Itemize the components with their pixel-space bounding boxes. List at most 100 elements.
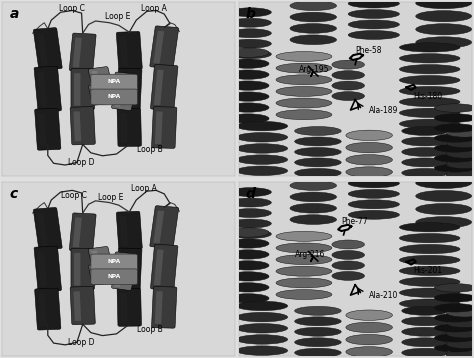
Ellipse shape [400,54,460,63]
Ellipse shape [346,130,392,141]
Text: NPA: NPA [108,79,121,84]
Ellipse shape [237,155,288,164]
Ellipse shape [402,168,448,177]
Ellipse shape [332,71,365,79]
Text: Loop D: Loop D [68,338,95,347]
Ellipse shape [402,348,448,357]
Ellipse shape [227,261,269,270]
Ellipse shape [434,314,474,322]
Ellipse shape [402,126,448,135]
FancyBboxPatch shape [33,28,62,70]
Ellipse shape [346,167,392,177]
Ellipse shape [276,290,332,300]
FancyBboxPatch shape [73,291,81,321]
Ellipse shape [237,324,288,333]
FancyBboxPatch shape [154,250,164,285]
FancyBboxPatch shape [120,113,128,143]
Ellipse shape [237,132,288,142]
Ellipse shape [229,39,271,48]
FancyBboxPatch shape [70,286,95,325]
Ellipse shape [400,86,460,96]
Ellipse shape [434,284,474,292]
FancyBboxPatch shape [116,211,142,250]
Ellipse shape [348,200,400,209]
FancyBboxPatch shape [91,269,137,285]
FancyBboxPatch shape [88,67,112,89]
Ellipse shape [332,261,365,270]
Ellipse shape [227,48,269,57]
FancyBboxPatch shape [117,248,142,290]
FancyBboxPatch shape [35,108,61,150]
Text: c: c [9,187,18,201]
FancyBboxPatch shape [155,111,163,144]
FancyBboxPatch shape [89,263,112,285]
Text: His-201: His-201 [413,266,443,275]
Ellipse shape [402,147,448,156]
Text: b: b [246,7,255,21]
Ellipse shape [276,266,332,276]
Ellipse shape [237,144,288,153]
Ellipse shape [237,301,288,311]
Ellipse shape [229,219,271,228]
Ellipse shape [227,103,269,112]
Text: Arg-216: Arg-216 [295,250,325,258]
Ellipse shape [237,166,288,175]
FancyBboxPatch shape [92,87,100,103]
Ellipse shape [348,10,400,19]
Ellipse shape [434,304,474,312]
FancyBboxPatch shape [71,68,94,110]
FancyBboxPatch shape [33,208,62,250]
Ellipse shape [400,255,460,265]
FancyBboxPatch shape [73,217,82,247]
Ellipse shape [400,119,460,129]
Text: NPA: NPA [108,94,121,99]
Ellipse shape [346,155,392,165]
Text: Phe-58: Phe-58 [355,45,382,54]
Ellipse shape [402,158,448,167]
Ellipse shape [402,338,448,347]
Ellipse shape [402,327,448,336]
Ellipse shape [276,243,332,253]
Ellipse shape [290,12,337,22]
Text: Loop B: Loop B [137,145,163,154]
Ellipse shape [290,192,337,202]
Text: Loop B: Loop B [137,325,163,334]
FancyBboxPatch shape [71,248,94,290]
Ellipse shape [290,1,337,10]
Ellipse shape [434,154,474,162]
Ellipse shape [276,87,332,96]
Ellipse shape [290,24,337,33]
FancyBboxPatch shape [38,113,46,146]
Ellipse shape [276,52,332,62]
Ellipse shape [227,294,269,303]
Ellipse shape [290,181,337,190]
FancyBboxPatch shape [116,32,142,70]
Ellipse shape [400,108,460,117]
Text: Phe-77: Phe-77 [341,217,368,226]
Text: Loop D: Loop D [68,158,95,167]
Ellipse shape [295,306,341,315]
Ellipse shape [400,233,460,243]
Text: Loop E: Loop E [98,193,123,202]
FancyBboxPatch shape [155,291,163,324]
Ellipse shape [434,334,474,342]
Ellipse shape [446,319,474,328]
Ellipse shape [348,179,400,188]
Ellipse shape [229,229,271,238]
Ellipse shape [416,177,472,189]
Text: Arg-195: Arg-195 [299,64,330,73]
Ellipse shape [400,266,460,276]
Ellipse shape [276,110,332,120]
Ellipse shape [295,158,341,167]
Ellipse shape [237,121,288,131]
Ellipse shape [348,30,400,39]
Ellipse shape [295,327,341,336]
FancyBboxPatch shape [74,73,81,106]
Text: NPA: NPA [108,258,121,263]
Ellipse shape [446,149,474,158]
Text: NPA: NPA [108,274,121,279]
FancyBboxPatch shape [37,72,47,108]
Text: Loop C: Loop C [61,191,86,200]
FancyBboxPatch shape [89,83,112,105]
Text: Loop E: Loop E [105,12,130,21]
